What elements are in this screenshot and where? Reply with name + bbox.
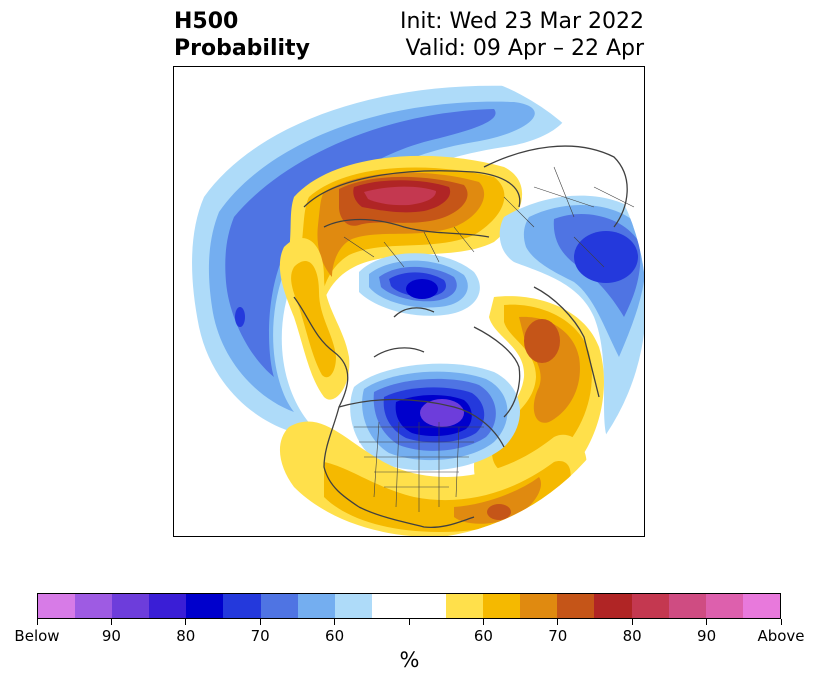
colorbar-segment (371, 594, 409, 618)
title-variable: H500 (174, 9, 239, 34)
probability-map (173, 66, 645, 537)
chart-title-left: H500 Probability (174, 8, 310, 62)
coastlines (293, 145, 628, 528)
colorbar-tick (259, 619, 261, 625)
colorbar-tick-labels: Below 90 80 70 60 60 70 80 90 Above (14, 627, 804, 647)
colorbar-tick-label: 90 (101, 627, 121, 645)
colorbar-segment (186, 594, 224, 618)
colorbar-tick (110, 619, 112, 625)
colorbar-tick-label: 60 (473, 627, 493, 645)
colorbar-segment (631, 594, 669, 618)
colorbar-tick-label: 70 (250, 627, 270, 645)
colorbar-segment (520, 594, 558, 618)
colorbar-tick-label: 90 (697, 627, 717, 645)
colorbar-segment (112, 594, 150, 618)
colorbar-tick (408, 619, 410, 625)
colorbar-segment (38, 594, 76, 618)
colorbar-tick-label: 80 (176, 627, 196, 645)
colorbar-segment (149, 594, 187, 618)
colorbar-tick (482, 619, 484, 625)
colorbar-tick (185, 619, 187, 625)
colorbar-segment (742, 594, 780, 618)
colorbar-unit: % (399, 648, 420, 672)
colorbar-segment (483, 594, 521, 618)
colorbar-ticks (36, 619, 782, 625)
colorbar-tick-label: 70 (548, 627, 568, 645)
title-probability: Probability (174, 36, 310, 61)
colorbar-segment (705, 594, 743, 618)
colorbar-segment (446, 594, 484, 618)
chart-title-right: Init: Wed 23 Mar 2022 Valid: 09 Apr – 22… (400, 8, 644, 62)
political-borders (343, 166, 635, 512)
colorbar-segment (408, 594, 447, 618)
colorbar-segment (223, 594, 261, 618)
colorbar-tick (631, 619, 633, 625)
colorbar-tick-label: 80 (622, 627, 642, 645)
colorbar-tick (780, 619, 782, 625)
colorbar-tick-label: Above (757, 627, 805, 645)
colorbar-tick (36, 619, 38, 625)
colorbar-segment (334, 594, 372, 618)
colorbar-tick (706, 619, 708, 625)
below-region-pacific-core (225, 109, 496, 377)
colorbar-segment (75, 594, 113, 618)
colorbar-segment (260, 594, 298, 618)
colorbar-tick-label: Below (14, 627, 60, 645)
colorbar-segment (594, 594, 632, 618)
colorbar-tick-label: 60 (325, 627, 345, 645)
colorbar (37, 593, 781, 619)
colorbar-segment (557, 594, 595, 618)
colorbar-segment (297, 594, 335, 618)
colorbar-segment (668, 594, 706, 618)
valid-range: Valid: 09 Apr – 22 Apr (405, 36, 645, 61)
colorbar-tick (334, 619, 336, 625)
map-canvas (174, 85, 644, 536)
colorbar-tick (557, 619, 559, 625)
init-date: Init: Wed 23 Mar 2022 (399, 9, 644, 34)
